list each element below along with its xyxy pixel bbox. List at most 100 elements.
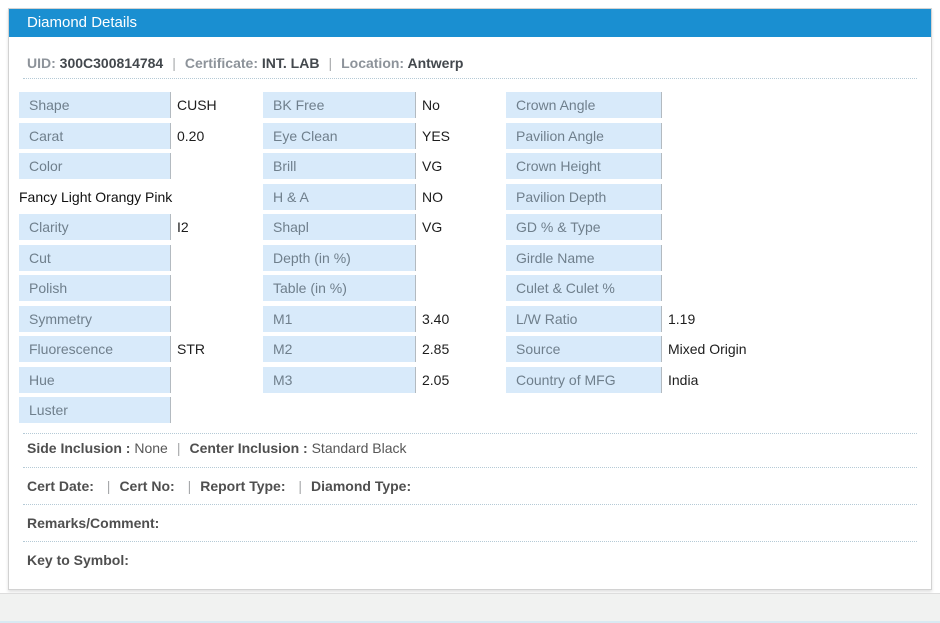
field-label: Crown Angle [506,92,662,118]
field-row: Color [19,153,263,179]
key-to-symbol-section: Key to Symbol: [23,541,917,578]
field-row: Symmetry [19,305,263,332]
field-label: Source [506,336,662,362]
separator: | [106,478,111,494]
field-label: Pavilion Angle [506,122,662,149]
inclusion-section: Side Inclusion : None | Center Inclusion :… [23,433,917,467]
field-row: Crown Angle [506,92,768,118]
field-label: Side Inclusion : [27,440,135,456]
field-row: Shapl VG [263,214,506,240]
certificate-section: Cert Date: | Cert No: | Report Type: | Diam… [23,467,917,504]
field-label: Fluorescence [19,336,171,362]
field-value: VG [422,219,443,235]
field-label: Center Inclusion : [189,440,312,456]
field-label: Culet & Culet % [506,275,662,301]
field-value: 300C300814784 [59,55,164,71]
field-row: Crown Height [506,153,768,179]
field-label: Luster [19,397,171,423]
field-row: Table (in %) [263,275,506,301]
field-row: Cut [19,244,263,271]
grid-column: BK Free No Eye Clean YES Brill VG H & A NO Shapl… [263,92,506,397]
field-value: STR [177,341,205,357]
separator: | [187,478,192,494]
key-to-symbol-label: Key to Symbol: [27,552,129,568]
field-label: Cut [19,244,171,271]
field-label: Depth (in %) [263,244,416,271]
field-value: 2.05 [422,371,450,388]
remarks-label: Remarks/Comment: [27,515,160,531]
separator: | [172,55,176,71]
field-label: Symmetry [19,305,171,332]
field-row: Pavilion Angle [506,122,768,149]
field-label: Location: [341,55,408,71]
field-row: Culet & Culet % [506,275,768,301]
field-row: Hue [19,366,263,393]
bottom-sections: Side Inclusion : None | Center Inclusion :… [23,433,917,578]
field-label: GD % & Type [506,214,662,240]
field-row: H & A NO [263,183,506,210]
field-row: BK Free No [263,92,506,118]
field-row: Pavilion Depth [506,183,768,210]
field-label: M1 [263,305,416,332]
field-value: CUSH [177,97,217,113]
field-label: Polish [19,275,171,301]
field-label: Crown Height [506,153,662,179]
field-row: Carat 0.20 [19,122,263,149]
field-label: Certificate: [184,55,262,71]
field-label: Color [19,153,171,179]
field-row: L/W Ratio 1.19 [506,305,768,332]
field-label: H & A [263,183,416,210]
field-value: I2 [177,219,189,235]
field-value: 0.20 [177,127,205,144]
field-value: Antwerp [407,55,464,71]
field-label: Pavilion Depth [506,183,662,210]
field-row: Clarity I2 [19,214,263,240]
remarks-section: Remarks/Comment: [23,504,917,541]
field-value: 3.40 [422,310,450,327]
color-description-row: Fancy Light Orangy Pink [19,188,173,205]
field-label: Shape [19,92,171,118]
field-label: Girdle Name [506,244,662,271]
field-value: No [422,97,440,113]
summary-line: UID: 300C300814784 | Certificate: INT. LAB… [27,53,931,73]
field-row: Girdle Name [506,244,768,271]
field-value: India [668,371,699,388]
field-value: NO [422,188,443,205]
field-row: Depth (in %) [263,244,506,271]
field-value: None [134,440,168,456]
field-row: Source Mixed Origin [506,336,768,362]
field-row: Polish [19,275,263,301]
field-row: Shape CUSH [19,92,263,118]
field-label: Brill [263,153,416,179]
field-label: M2 [263,336,416,362]
field-row: Country of MFG India [506,366,768,393]
field-row: Luster [19,397,263,423]
field-value: Standard Black [311,440,407,456]
field-value: 1.19 [668,310,696,327]
field-label: UID: [27,55,60,71]
field-row: M1 3.40 [263,305,506,332]
field-row: Fluorescence STR [19,336,263,362]
field-label: Country of MFG [506,366,662,393]
modal-title: Diamond Details [27,14,138,31]
field-value: INT. LAB [261,55,320,71]
field-label: M3 [263,366,416,393]
field-label: Diamond Type: [311,478,412,494]
field-value: VG [422,158,443,174]
field-label: Shapl [263,214,416,240]
diamond-details-modal: Diamond Details UID: 300C300814784 | Certi… [8,8,932,590]
field-row: M3 2.05 [263,366,506,393]
modal-header: Diamond Details [9,9,931,37]
page-footer [0,593,940,623]
field-label: Clarity [19,214,171,240]
field-value: 2.85 [422,341,450,357]
field-label: Eye Clean [263,122,416,149]
separator: | [328,55,333,71]
divider [23,78,917,79]
field-value: YES [422,127,451,144]
field-label: Carat [19,122,171,149]
grid-column: Crown Angle Pavilion Angle Crown Height Pav… [506,92,768,397]
details-grid: Shape CUSH Carat 0.20 Color Fancy Light Orang… [9,92,931,423]
field-row: Eye Clean YES [263,122,506,149]
field-label: L/W Ratio [506,305,662,332]
